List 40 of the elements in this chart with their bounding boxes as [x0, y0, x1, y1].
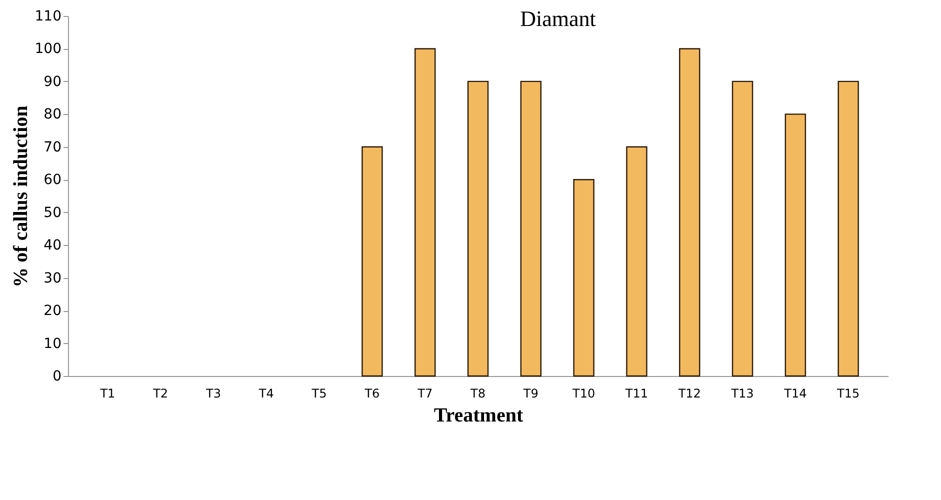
bar	[784, 114, 806, 377]
x-tick-label: T3	[205, 386, 221, 400]
bar	[467, 80, 489, 377]
bar	[520, 80, 542, 377]
x-tick-label: T1	[99, 386, 116, 400]
x-tick-label: T4	[258, 386, 274, 400]
y-tick-label: 20	[44, 303, 62, 320]
bar	[679, 48, 700, 377]
x-tick-label: T13	[730, 386, 754, 400]
x-tick-label: T5	[310, 386, 327, 400]
x-tick-label: T12	[677, 386, 701, 400]
x-tick-label: T9	[522, 386, 538, 400]
x-tick-label: T11	[624, 386, 648, 400]
x-tick-label: T10	[572, 386, 596, 400]
x-tick-label: T7	[416, 386, 433, 400]
y-tick-label: 60	[44, 172, 62, 188]
y-tick-label: 30	[44, 270, 62, 286]
y-axis-title: % of callus induction	[10, 106, 32, 288]
bar	[838, 80, 859, 377]
x-tick-label: T6	[364, 386, 380, 400]
y-tick-label: 0	[52, 368, 62, 384]
y-tick-label: 10	[44, 336, 62, 352]
x-tick-label: T8	[470, 386, 486, 400]
x-tick-label: T2	[152, 386, 168, 400]
y-tick-label: 70	[44, 139, 62, 156]
y-tick-label: 50	[44, 204, 62, 221]
chart-title: Diamant	[520, 6, 596, 31]
x-tick-label: T15	[836, 386, 860, 400]
bar	[732, 80, 754, 377]
y-tick-label: 90	[44, 74, 62, 90]
bar	[626, 146, 648, 377]
y-tick-label: 40	[44, 238, 62, 254]
bar	[362, 146, 383, 377]
y-tick-label: 100	[34, 41, 62, 58]
y-tick-label: 110	[34, 8, 62, 24]
x-axis-title: Treatment	[434, 404, 524, 426]
y-tick-label: 80	[44, 106, 62, 123]
bar	[573, 179, 594, 377]
x-tick-label: T14	[783, 386, 807, 400]
bar	[414, 48, 436, 377]
